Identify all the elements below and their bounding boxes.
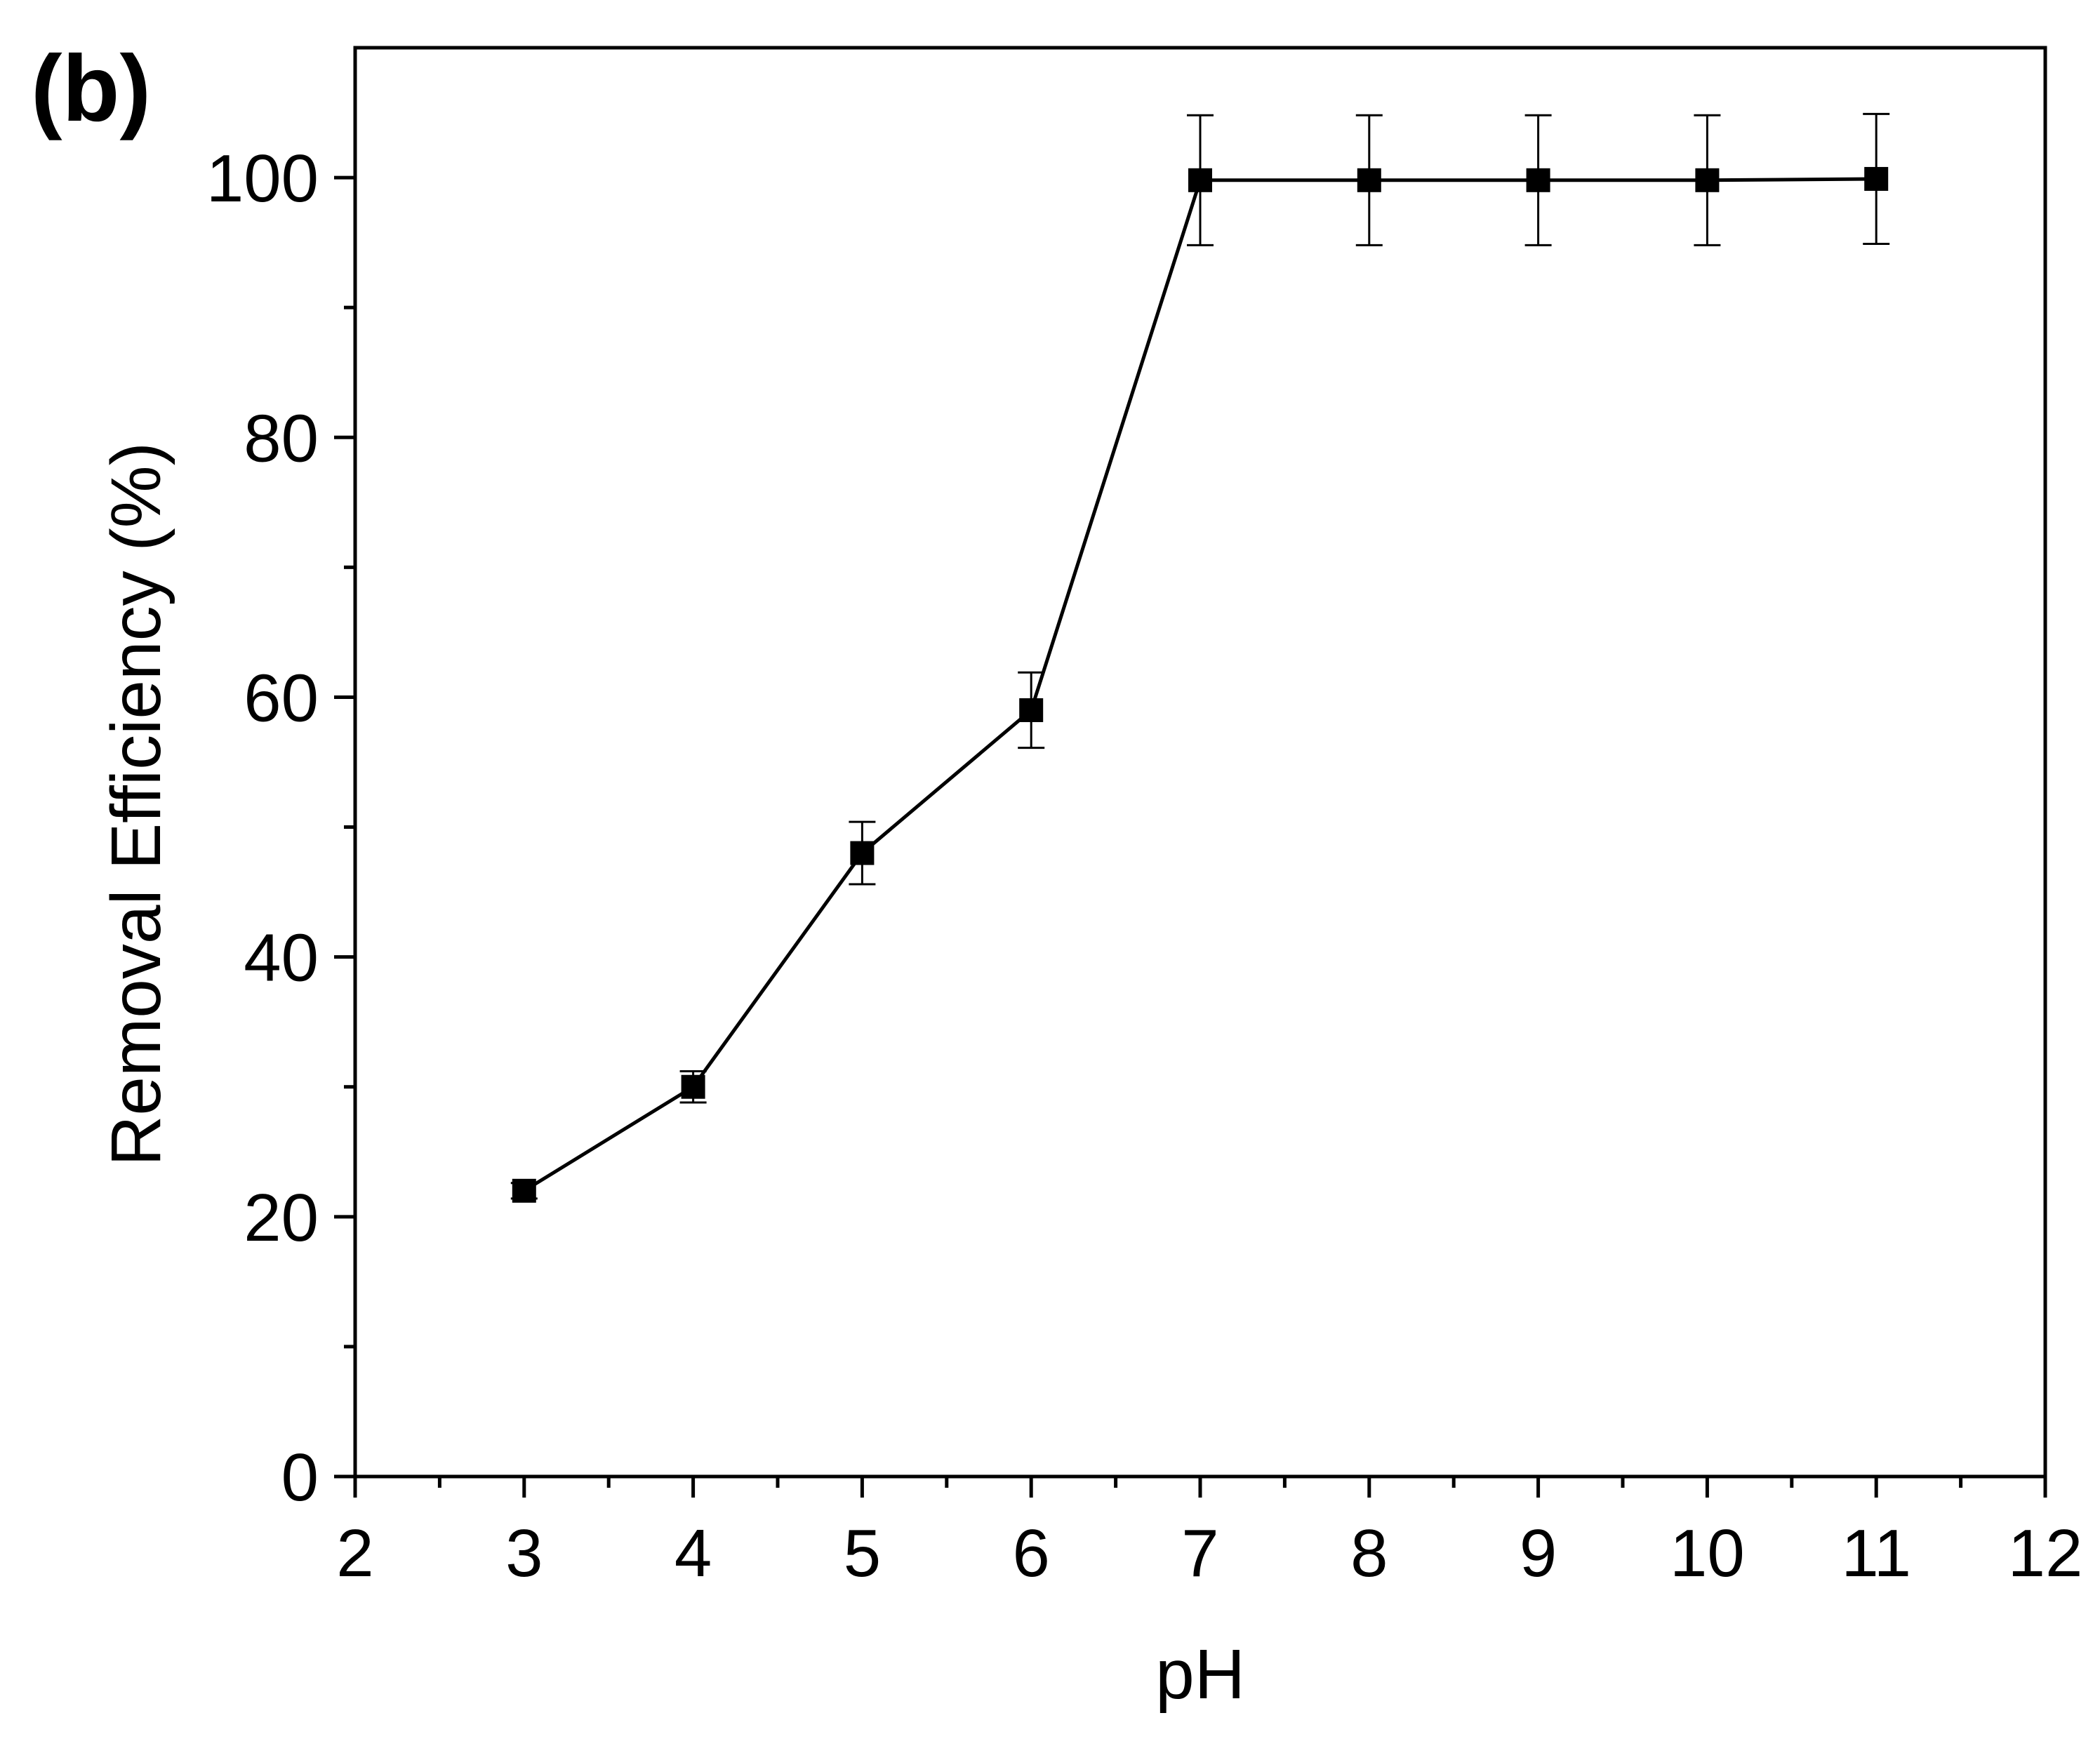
y-axis-title: Removal Efficiency (%) [97,442,175,1166]
data-point [850,841,875,865]
data-markers [512,166,1889,1203]
x-tick-label: 11 [1841,1516,1911,1591]
data-point [1019,698,1044,722]
x-tick-label: 8 [1350,1516,1388,1591]
y-tick-label: 20 [244,1180,319,1255]
error-bars [510,112,1890,1200]
y-tick-label: 40 [244,921,319,996]
series-line [523,177,1877,1192]
x-axis-title: pH [1155,1635,1245,1714]
data-point [1526,168,1550,192]
data-point [1188,168,1212,192]
x-tick-label: 2 [336,1516,373,1591]
y-tick-label: 0 [281,1440,319,1515]
x-tick-label: 12 [2008,1516,2083,1591]
y-axis: 0 20 40 60 80 100 [206,141,355,1515]
x-axis: 2 3 4 5 6 7 8 9 10 11 12 [336,1477,2082,1591]
y-tick-label: 60 [244,660,319,735]
x-tick-label: 9 [1520,1516,1557,1591]
x-tick-label: 7 [1181,1516,1218,1591]
x-tick-label: 10 [1670,1516,1745,1591]
data-point [681,1074,705,1099]
data-point [1695,168,1720,192]
plot-frame [353,46,2047,1479]
x-tick-label: 5 [844,1516,881,1591]
y-tick-label: 80 [244,401,319,476]
data-point [1357,168,1381,192]
data-point [1864,166,1889,191]
y-tick-label: 100 [206,141,319,216]
x-tick-label: 3 [505,1516,543,1591]
data-point [512,1178,536,1203]
panel-label: (b) [31,36,151,141]
x-tick-label: 4 [674,1516,712,1591]
x-tick-label: 6 [1013,1516,1050,1591]
